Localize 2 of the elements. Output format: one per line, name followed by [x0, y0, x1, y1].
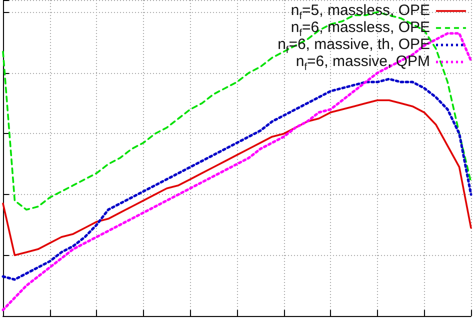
legend-label: n$_{f}$=6, massive, QPM	[296, 52, 430, 72]
legend-label: n$_{f}$=5, massless, OPE	[290, 2, 430, 22]
